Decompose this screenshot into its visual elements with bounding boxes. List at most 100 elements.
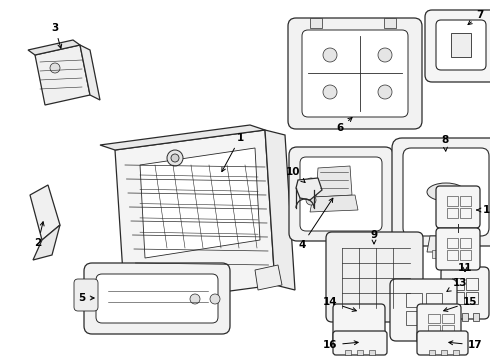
Ellipse shape xyxy=(427,183,465,201)
Bar xyxy=(442,325,454,334)
Polygon shape xyxy=(33,225,60,260)
Circle shape xyxy=(378,48,392,62)
Bar xyxy=(473,313,479,321)
Bar xyxy=(428,314,440,323)
Bar xyxy=(310,18,322,28)
FancyBboxPatch shape xyxy=(392,138,490,246)
FancyBboxPatch shape xyxy=(300,157,382,231)
Text: 2: 2 xyxy=(34,222,44,248)
FancyBboxPatch shape xyxy=(302,30,408,117)
Bar xyxy=(460,196,471,206)
Bar xyxy=(451,313,457,321)
Text: 15: 15 xyxy=(443,297,477,311)
Polygon shape xyxy=(342,315,378,330)
Bar xyxy=(369,350,375,355)
Polygon shape xyxy=(28,40,80,55)
Text: 17: 17 xyxy=(449,340,482,350)
Circle shape xyxy=(190,294,200,304)
Polygon shape xyxy=(427,236,465,252)
FancyBboxPatch shape xyxy=(425,10,490,82)
Text: 4: 4 xyxy=(298,198,333,250)
Circle shape xyxy=(323,48,337,62)
Bar xyxy=(447,196,458,206)
Polygon shape xyxy=(35,45,90,105)
Bar xyxy=(426,311,442,325)
Circle shape xyxy=(50,63,60,73)
Text: 11: 11 xyxy=(458,263,472,273)
Bar xyxy=(406,293,422,307)
Bar xyxy=(355,339,361,346)
Bar xyxy=(460,238,471,248)
Bar xyxy=(366,339,372,346)
FancyBboxPatch shape xyxy=(417,304,461,344)
Bar xyxy=(357,350,363,355)
Bar xyxy=(462,313,468,321)
Bar xyxy=(442,314,454,323)
FancyBboxPatch shape xyxy=(326,232,423,322)
Circle shape xyxy=(323,85,337,99)
FancyBboxPatch shape xyxy=(333,331,387,355)
Bar xyxy=(406,311,422,325)
FancyBboxPatch shape xyxy=(441,267,489,319)
FancyBboxPatch shape xyxy=(84,263,230,334)
Text: 6: 6 xyxy=(336,117,352,133)
Bar xyxy=(429,350,435,355)
FancyBboxPatch shape xyxy=(289,147,393,241)
Bar xyxy=(447,208,458,218)
Text: 16: 16 xyxy=(323,340,358,350)
Bar xyxy=(344,339,350,346)
Bar xyxy=(460,250,471,260)
Bar xyxy=(460,208,471,218)
Text: 5: 5 xyxy=(78,293,94,303)
FancyBboxPatch shape xyxy=(403,148,489,236)
Text: 1: 1 xyxy=(222,133,244,172)
Polygon shape xyxy=(115,130,275,305)
FancyBboxPatch shape xyxy=(436,228,480,270)
Polygon shape xyxy=(80,45,100,100)
Bar xyxy=(451,33,471,57)
FancyBboxPatch shape xyxy=(417,331,468,355)
Bar xyxy=(453,350,459,355)
Bar xyxy=(447,250,458,260)
FancyBboxPatch shape xyxy=(390,279,457,341)
Bar xyxy=(428,325,440,334)
Bar xyxy=(452,292,464,304)
Circle shape xyxy=(378,85,392,99)
Text: 10: 10 xyxy=(286,167,305,183)
Bar xyxy=(446,250,454,258)
FancyBboxPatch shape xyxy=(288,18,422,129)
Bar xyxy=(466,292,478,304)
Text: 9: 9 xyxy=(370,230,378,244)
FancyBboxPatch shape xyxy=(333,304,385,344)
Polygon shape xyxy=(265,130,295,290)
Text: 8: 8 xyxy=(441,135,449,151)
FancyBboxPatch shape xyxy=(74,279,98,311)
Bar xyxy=(426,293,442,307)
Bar xyxy=(384,18,396,28)
Polygon shape xyxy=(125,265,185,308)
Text: 12: 12 xyxy=(477,205,490,215)
Bar xyxy=(345,350,351,355)
Polygon shape xyxy=(310,195,358,212)
FancyBboxPatch shape xyxy=(436,20,486,70)
Bar xyxy=(447,238,458,248)
Bar xyxy=(432,250,440,258)
Circle shape xyxy=(210,294,220,304)
Text: 7: 7 xyxy=(468,10,484,24)
Polygon shape xyxy=(140,148,260,258)
Circle shape xyxy=(171,154,179,162)
Bar xyxy=(466,278,478,290)
Polygon shape xyxy=(296,178,322,200)
FancyBboxPatch shape xyxy=(96,274,218,323)
Text: 14: 14 xyxy=(323,297,356,311)
Circle shape xyxy=(306,195,316,205)
Bar xyxy=(452,278,464,290)
Circle shape xyxy=(306,178,316,188)
Text: 13: 13 xyxy=(447,278,467,291)
Polygon shape xyxy=(255,265,282,290)
FancyBboxPatch shape xyxy=(436,186,480,228)
Circle shape xyxy=(167,150,183,166)
Polygon shape xyxy=(316,166,352,197)
Polygon shape xyxy=(30,185,60,240)
Text: 3: 3 xyxy=(51,23,62,48)
